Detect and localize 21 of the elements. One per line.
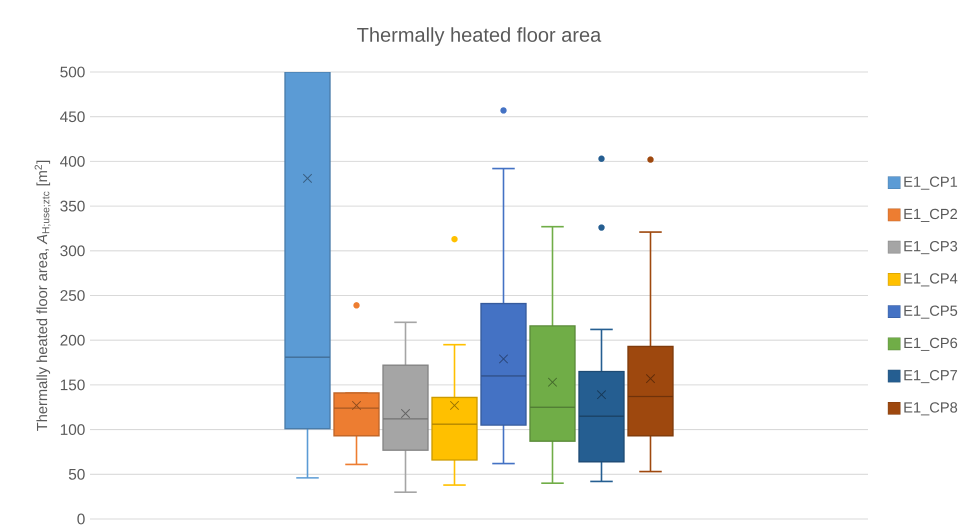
y-axis-title: Thermally heated floor area, A$_{H;use;ztc}$ [m$^{2}$] (34, 160, 51, 431)
legend-label: E1_CP2 (904, 208, 958, 222)
y-tick-label: 200 (60, 334, 85, 346)
y-tick-label: 450 (60, 111, 85, 122)
y-tick-label: 100 (60, 424, 85, 436)
legend-label: E1_CP3 (904, 241, 958, 254)
legend-label: E1_CP1 (904, 176, 958, 190)
y-tick-label: 150 (60, 379, 85, 390)
y-tick-label: 300 (60, 245, 85, 256)
y-tick-label: 400 (60, 156, 85, 167)
legend-label: E1_CP8 (904, 402, 958, 416)
y-tick-label: 500 (60, 66, 85, 78)
y-tick-label: 50 (68, 468, 85, 480)
legend-label: E1_CP7 (904, 370, 958, 384)
y-tick-label: 350 (60, 200, 85, 212)
chart-title: Thermally heated floor area (357, 27, 602, 46)
legend-label: E1_CP5 (904, 306, 958, 319)
y-tick-label: 0 (77, 514, 85, 524)
legend-label: E1_CP4 (904, 273, 958, 286)
y-tick-label: 250 (60, 290, 85, 301)
legend-label: E1_CP6 (904, 338, 958, 351)
